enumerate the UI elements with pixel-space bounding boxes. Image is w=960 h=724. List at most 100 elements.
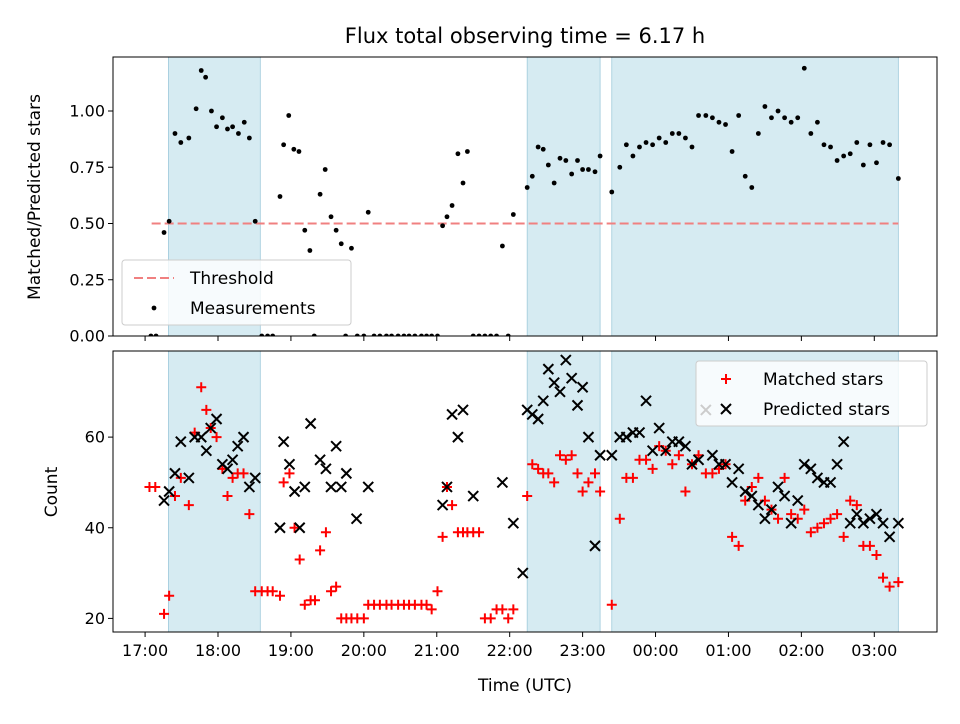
matched-stars-point: [175, 472, 186, 483]
legend-label: Threshold: [189, 269, 274, 289]
y-tick-label: 0.00: [69, 327, 105, 346]
matched-stars-point: [222, 491, 233, 502]
predicted-stars-point: [589, 540, 601, 552]
measurement-point: [551, 180, 557, 186]
measurement-point: [219, 115, 225, 121]
matched-stars-point: [309, 595, 320, 606]
matched-stars-point: [331, 581, 342, 592]
measurement-point: [689, 144, 695, 150]
matched-stars-point: [485, 613, 496, 624]
observing-window-band: [526, 350, 601, 633]
matched-stars-point: [159, 608, 170, 619]
predicted-stars-point: [226, 454, 239, 466]
matched-stars-point: [805, 527, 816, 538]
matched-stars-point: [566, 450, 577, 461]
measurement-point: [193, 106, 199, 112]
measurement-point: [499, 243, 505, 249]
matched-stars-point: [274, 590, 285, 601]
measurement-point: [742, 173, 748, 179]
measurement-point: [259, 333, 265, 336]
measurement-point: [736, 113, 742, 118]
matched-stars-point: [503, 613, 514, 624]
measurement-point: [580, 167, 586, 172]
measurement-point: [801, 65, 807, 71]
predicted-stars-point: [314, 454, 326, 466]
matched-stars-point: [893, 577, 904, 588]
matched-stars-point: [169, 491, 180, 502]
series-measurements: [148, 65, 901, 336]
predicted-stars-point: [576, 381, 589, 393]
predicted-stars-point: [864, 512, 876, 525]
matched-stars-point: [326, 586, 337, 597]
matched-stars-point: [497, 604, 508, 615]
measurement-point: [241, 119, 247, 125]
measurement-point: [482, 333, 488, 336]
x-tick-label: 18:00: [195, 641, 241, 660]
measurement-point: [874, 160, 879, 166]
x-tick-label: 23:00: [560, 641, 606, 660]
predicted-stars-point: [467, 490, 479, 502]
measurement-point: [186, 135, 192, 141]
ratio-panel: 0.00 0.25 0.50 0.75 1.00 Threshold Measurement…: [69, 56, 938, 346]
matched-stars-point: [527, 459, 538, 470]
matched-stars-point: [437, 531, 448, 542]
predicted-stars-point: [163, 485, 175, 498]
measurement-point: [286, 113, 292, 118]
measurement-point: [860, 162, 866, 168]
predicted-stars-point: [798, 458, 810, 471]
predicted-stars-point: [554, 386, 566, 398]
matched-stars-point: [825, 513, 836, 524]
measurement-point: [153, 333, 159, 336]
matched-stars-point: [871, 549, 882, 560]
predicted-stars-point: [646, 445, 659, 457]
measurement-point: [311, 333, 317, 336]
matched-stars-point: [474, 527, 485, 538]
predicted-stars-point: [746, 490, 758, 502]
predicted-stars-point: [283, 458, 296, 471]
measurement-point: [524, 185, 530, 190]
measurement-point: [455, 151, 461, 157]
matched-stars-point: [289, 522, 300, 533]
measurement-point: [307, 248, 313, 253]
measurement-point: [419, 333, 424, 336]
measurement-point: [371, 333, 377, 336]
measurement-point: [637, 144, 642, 150]
predicted-stars-point: [732, 463, 745, 475]
measurement-point: [569, 171, 575, 177]
measurement-point: [317, 191, 323, 197]
matched-stars-point: [238, 468, 249, 479]
measurement-point: [470, 333, 476, 336]
predicted-stars-point: [726, 476, 738, 489]
measurement-point: [395, 333, 401, 336]
matched-stars-point: [447, 500, 458, 511]
measurement-point: [440, 223, 445, 229]
predicted-stars-point: [831, 458, 843, 471]
matched-stars-point: [227, 472, 238, 483]
measurement-point: [769, 115, 774, 121]
x-tick-label: 17:00: [122, 641, 168, 660]
plot-frame: [112, 350, 938, 633]
predicted-stars-point: [274, 522, 286, 534]
observing-window-band: [611, 56, 899, 337]
predicted-stars-point: [446, 408, 458, 421]
matched-stars-point: [150, 481, 161, 492]
matched-stars-point: [284, 468, 295, 479]
predicted-stars-point: [792, 494, 804, 507]
matched-stars-point: [211, 432, 222, 443]
measurement-point: [775, 108, 781, 114]
matched-stars-point: [595, 486, 606, 497]
matched-stars-point: [773, 513, 784, 524]
measurement-point: [281, 142, 287, 148]
measurement-point: [703, 113, 709, 118]
predicted-stars-point: [325, 481, 337, 493]
measurement-point: [252, 218, 258, 224]
matched-stars-point: [667, 459, 678, 470]
matched-stars-point: [533, 463, 544, 474]
measurement-point: [669, 131, 675, 136]
predicted-stars-point: [571, 399, 584, 412]
predicted-stars-point: [752, 499, 765, 511]
predicted-stars-point: [765, 503, 778, 516]
y-tick-label: 60: [85, 428, 105, 447]
matched-stars-point: [680, 486, 691, 497]
x-tick-label: 00:00: [632, 641, 678, 660]
